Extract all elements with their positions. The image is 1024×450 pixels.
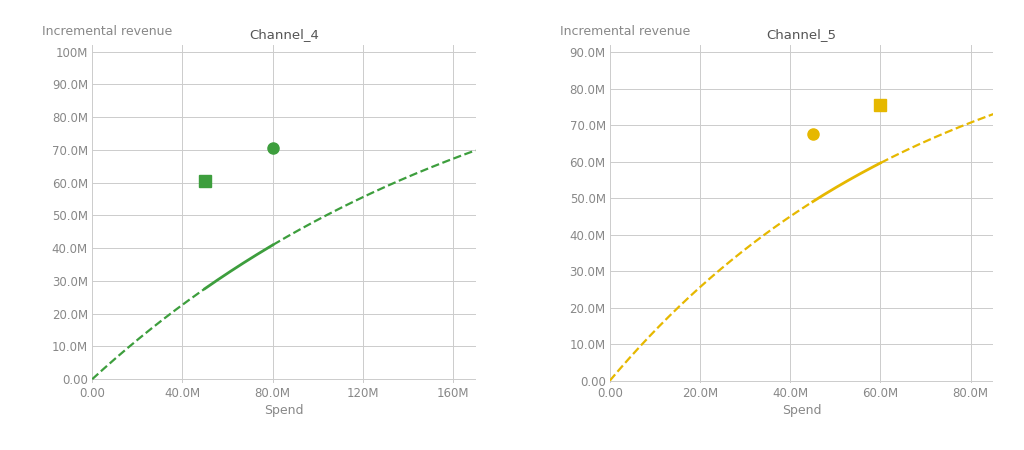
Title: Channel_5: Channel_5 [767,28,837,41]
X-axis label: Spend: Spend [264,404,304,417]
Text: Incremental revenue: Incremental revenue [42,25,173,38]
Title: Channel_4: Channel_4 [249,28,318,41]
Text: Incremental revenue: Incremental revenue [560,25,690,38]
X-axis label: Spend: Spend [781,404,821,417]
